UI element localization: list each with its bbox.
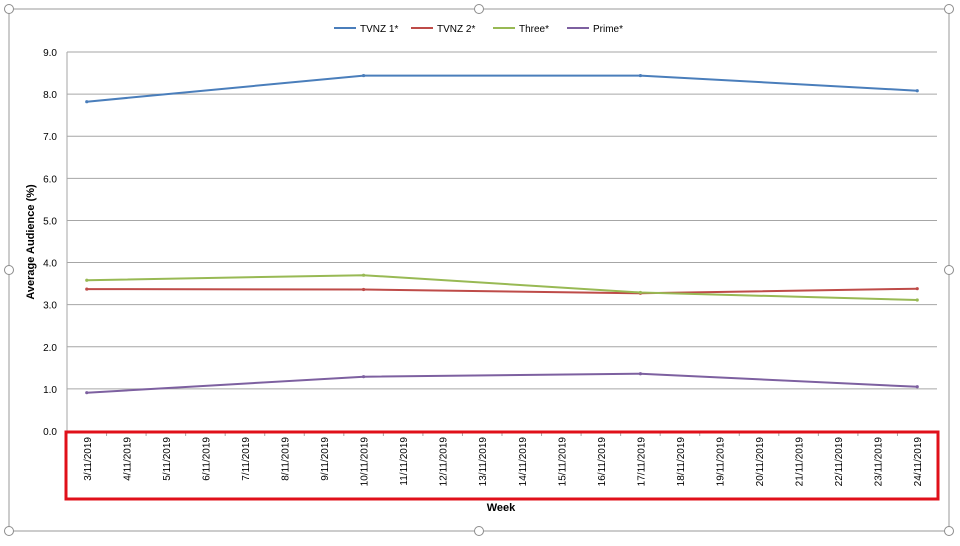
data-point [915, 298, 919, 302]
x-tick-label: 21/11/2019 [795, 437, 806, 487]
resize-handle[interactable] [4, 4, 14, 14]
x-tick-label: 11/11/2019 [399, 437, 410, 486]
series-line [86, 274, 918, 301]
data-point [85, 100, 89, 104]
x-tick-label: 6/11/2019 [201, 437, 212, 481]
resize-handle[interactable] [944, 526, 954, 536]
legend-item: TVNZ 1* [334, 24, 398, 35]
x-tick-label: 4/11/2019 [122, 437, 133, 481]
legend-label: Three* [519, 24, 549, 35]
data-point [915, 385, 919, 389]
resize-handle[interactable] [4, 526, 14, 536]
x-axis-highlight-box [64, 430, 940, 501]
data-point [638, 73, 643, 78]
x-tick-label: 23/11/2019 [874, 437, 885, 487]
x-tick-label: 20/11/2019 [755, 437, 766, 487]
data-point [638, 290, 643, 295]
x-tick-label: 3/11/2019 [83, 437, 94, 481]
y-tick-label: 5.0 [43, 216, 57, 227]
resize-handle[interactable] [474, 4, 484, 14]
x-tick-label: 7/11/2019 [241, 437, 252, 481]
y-tick-label: 6.0 [43, 174, 57, 185]
series-line [86, 74, 918, 103]
y-tick-label: 1.0 [43, 385, 57, 396]
x-tick-label: 15/11/2019 [557, 437, 568, 487]
x-tick-label: 8/11/2019 [281, 437, 292, 481]
data-point [361, 73, 366, 78]
resize-handle[interactable] [474, 526, 484, 536]
y-tick-label: 7.0 [43, 132, 57, 143]
data-point [85, 278, 89, 282]
x-tick-label: 9/11/2019 [320, 437, 331, 481]
legend-label: TVNZ 2* [437, 24, 475, 35]
x-tick-label: 17/11/2019 [636, 437, 647, 487]
legend-label: TVNZ 1* [360, 24, 398, 35]
resize-handle[interactable] [4, 265, 14, 275]
data-point [361, 375, 366, 379]
x-tick-label: 5/11/2019 [162, 437, 173, 481]
y-tick-label: 2.0 [43, 343, 57, 354]
x-tick-label: 24/11/2019 [913, 437, 924, 487]
data-point [638, 372, 643, 376]
y-tick-label: 0.0 [43, 427, 57, 438]
x-tick-label: 22/11/2019 [834, 437, 845, 487]
data-point [361, 273, 366, 277]
legend-item: Three* [493, 24, 549, 35]
series-line [86, 287, 918, 295]
resize-handle[interactable] [944, 4, 954, 14]
data-point [85, 391, 89, 395]
data-point [915, 287, 919, 291]
x-tick-label: 10/11/2019 [360, 437, 371, 487]
x-tick-label: 12/11/2019 [439, 437, 450, 487]
y-axis-label: Average Audience (%) [25, 184, 37, 300]
data-point [915, 89, 919, 93]
x-tick-label: 16/11/2019 [597, 437, 608, 487]
y-tick-label: 4.0 [43, 259, 57, 270]
x-tick-label: 13/11/2019 [478, 437, 489, 487]
legend-label: Prime* [593, 24, 623, 35]
legend-item: Prime* [567, 24, 623, 35]
y-tick-label: 3.0 [43, 301, 57, 312]
x-axis-label: Week [487, 502, 516, 514]
x-tick-label: 19/11/2019 [716, 437, 727, 487]
series-line [86, 372, 918, 394]
y-tick-label: 8.0 [43, 90, 57, 101]
legend-item: TVNZ 2* [411, 24, 475, 35]
x-tick-label: 14/11/2019 [518, 437, 529, 487]
x-tick-label: 18/11/2019 [676, 437, 687, 487]
data-point [85, 287, 89, 291]
data-point [361, 287, 366, 292]
resize-handle[interactable] [944, 265, 954, 275]
y-tick-label: 9.0 [43, 48, 57, 59]
